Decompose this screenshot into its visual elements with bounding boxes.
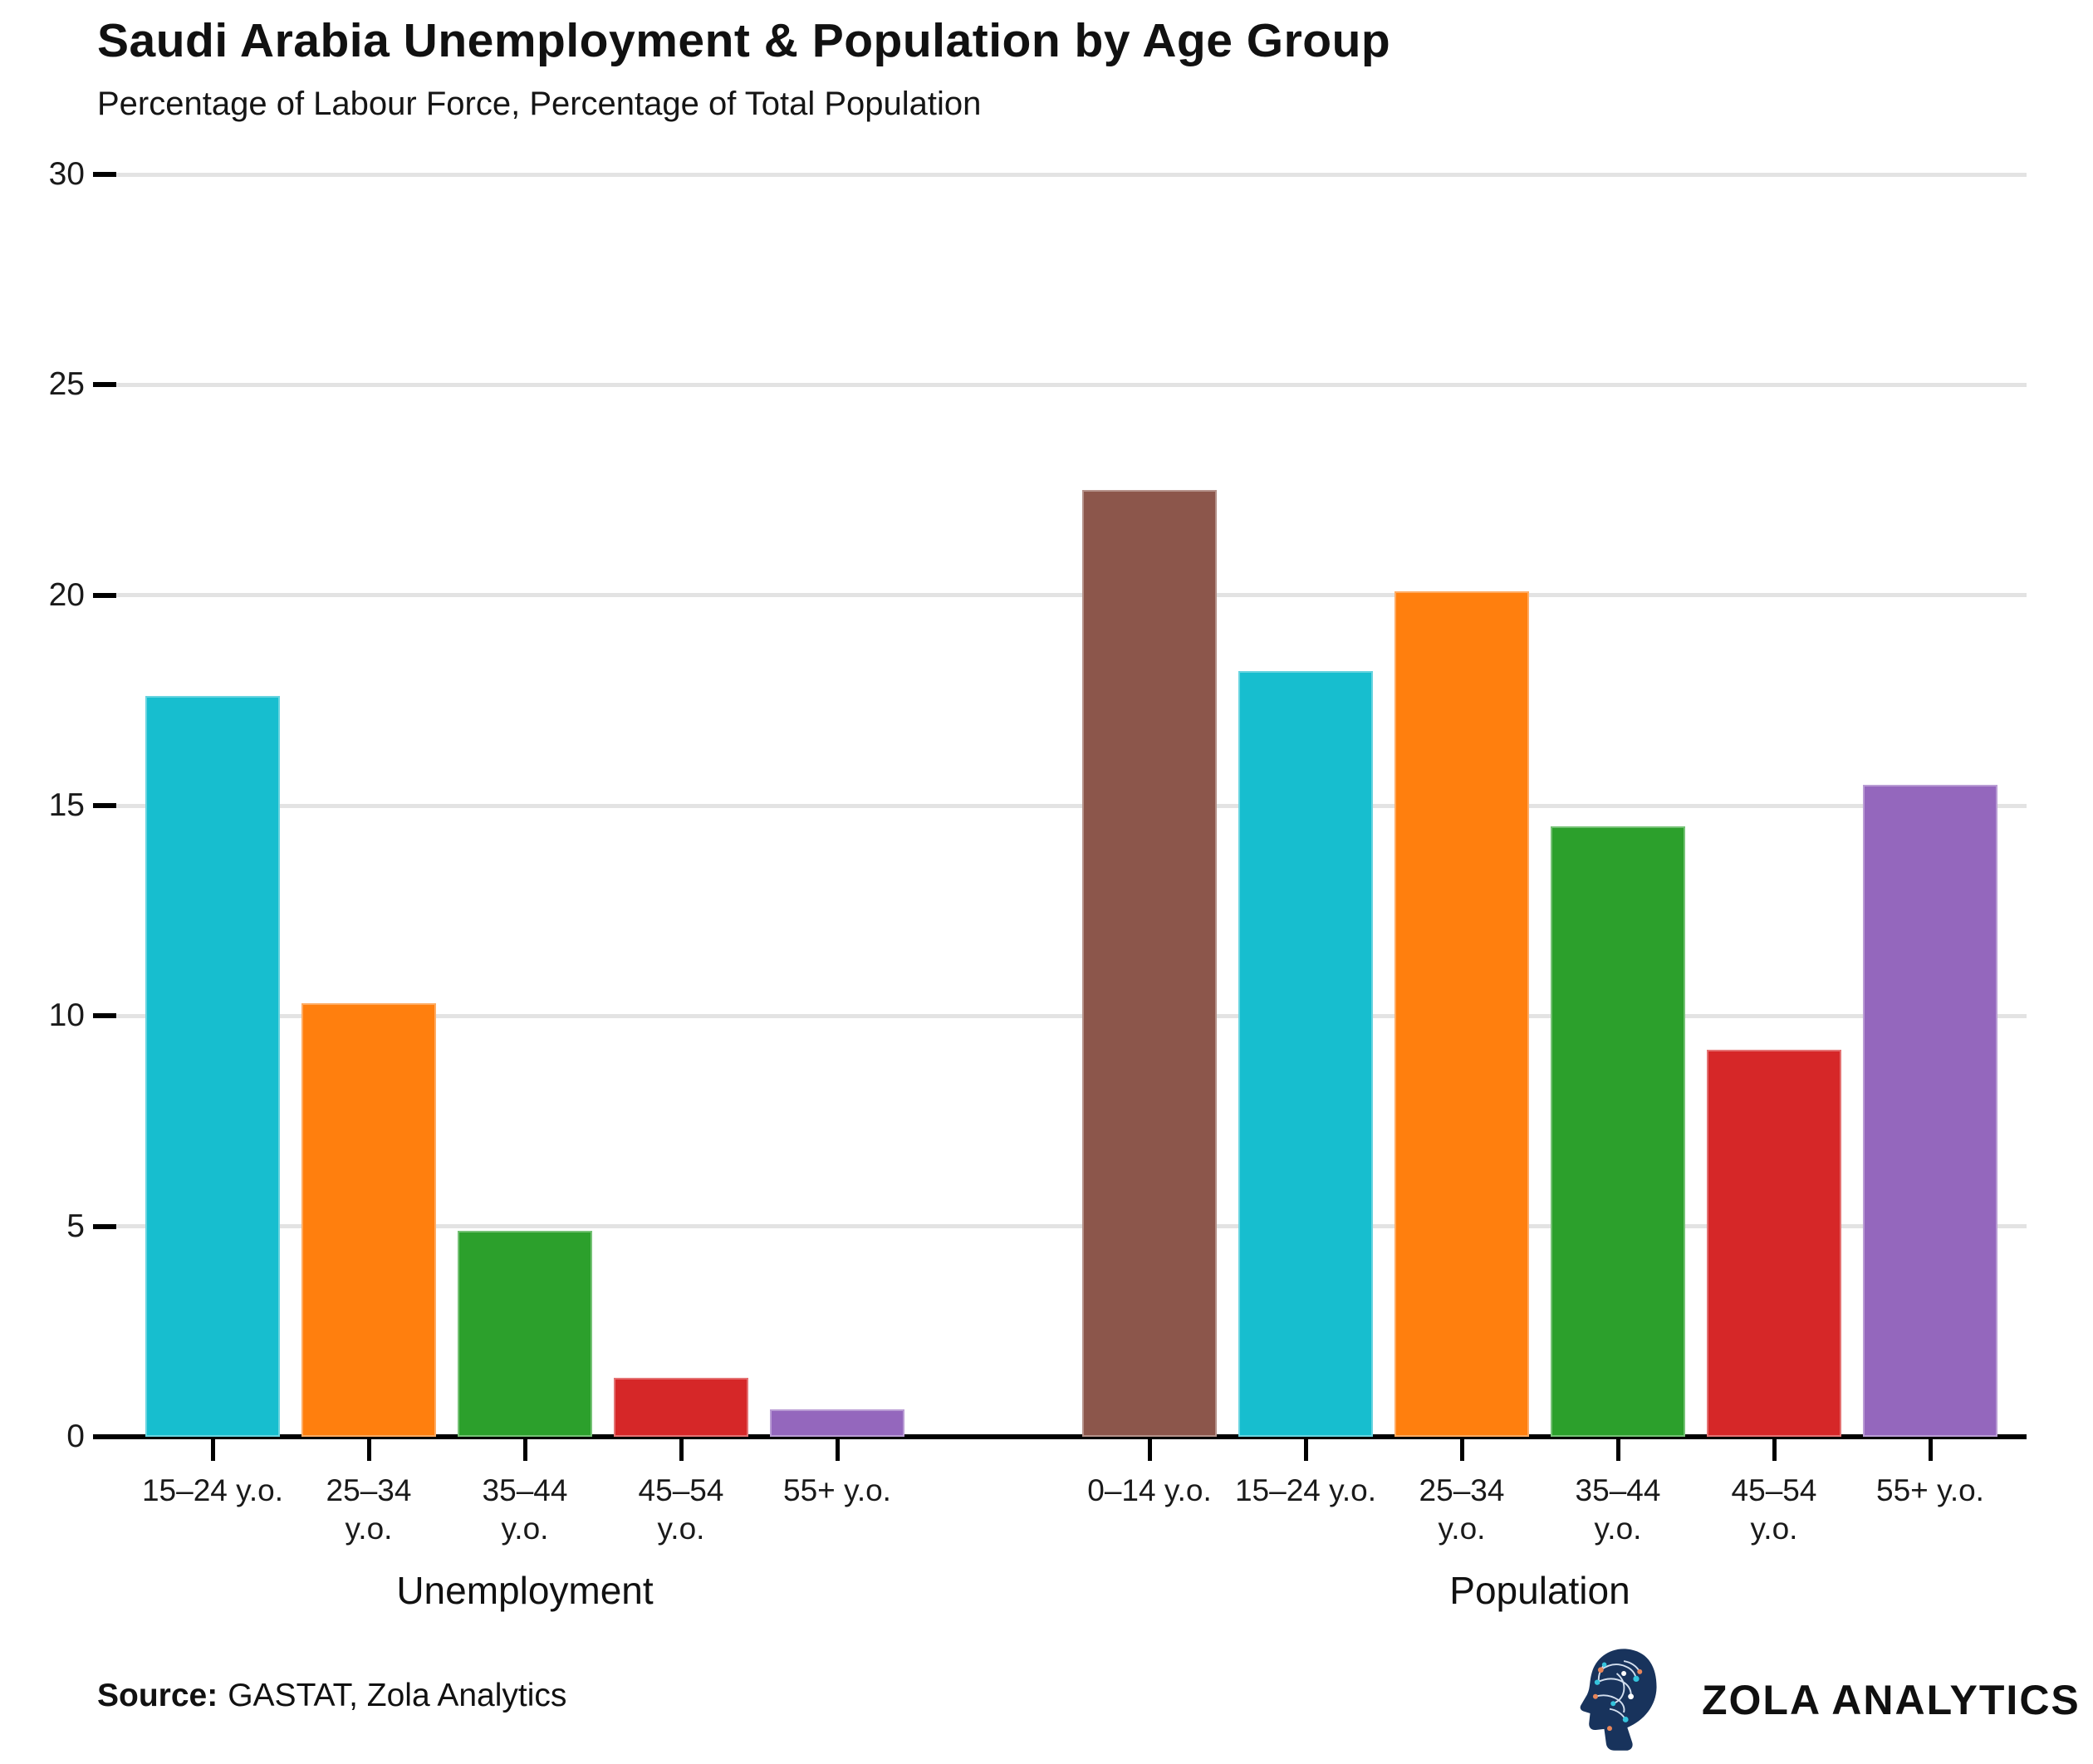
x-axis-tick-label-unemployment-15-24-y-o: 15–24 y.o.	[141, 1473, 284, 1507]
y-axis-tick-label-10: 10	[48, 997, 85, 1034]
x-axis-tick-label-unemployment-55+-y-o: 55+ y.o.	[783, 1473, 891, 1507]
y-axis-tick-5	[93, 1223, 116, 1229]
y-axis-tick-label-20: 20	[48, 576, 85, 613]
x-axis-tick-unemployment-25-34-y-o	[366, 1439, 371, 1461]
y-axis-tick-15	[93, 803, 116, 808]
gridline-25	[116, 382, 2027, 387]
circuit-head-logo-icon	[1580, 1649, 1657, 1751]
x-axis-tick-population-25-34-y-o	[1459, 1439, 1464, 1461]
gridline-30	[116, 172, 2027, 177]
x-axis-tick-label-population-35-44-y-o: 35–44 y.o.	[1575, 1473, 1661, 1546]
bar-population-25-34-y-o	[1395, 590, 1529, 1437]
y-axis-tick-30	[93, 172, 116, 177]
x-axis-tick-label-population-0-14-y-o: 0–14 y.o.	[1087, 1473, 1212, 1507]
gridline-5	[116, 1224, 2027, 1229]
bar-unemployment-15-24-y-o	[145, 696, 280, 1437]
bar-unemployment-45-54-y-o	[614, 1378, 748, 1437]
y-axis-tick-20	[93, 592, 116, 598]
bar-population-15-24-y-o	[1238, 670, 1373, 1437]
bar-unemployment-55+-y-o	[770, 1409, 904, 1437]
x-axis-tick-unemployment-55+-y-o	[835, 1439, 840, 1461]
gridline-15	[116, 803, 2027, 808]
x-axis-line	[96, 1434, 2027, 1439]
x-axis-tick-label-unemployment-35-44-y-o: 35–44 y.o.	[482, 1473, 568, 1546]
gridline-20	[116, 593, 2027, 598]
x-axis-tick-label-population-15-24-y-o: 15–24 y.o.	[1234, 1473, 1377, 1507]
gridline-10	[116, 1013, 2027, 1018]
source-text: GASTAT, Zola Analytics	[228, 1678, 567, 1713]
bar-population-45-54-y-o	[1707, 1049, 1841, 1437]
y-axis-tick-label-5: 5	[66, 1208, 85, 1244]
x-axis-tick-population-15-24-y-o	[1303, 1439, 1308, 1461]
group-label-unemployment: Unemployment	[396, 1569, 654, 1612]
x-axis-tick-population-35-44-y-o	[1615, 1439, 1620, 1461]
x-axis-tick-label-population-45-54-y-o: 45–54 y.o.	[1731, 1473, 1817, 1546]
x-axis-tick-unemployment-35-44-y-o	[522, 1439, 527, 1461]
source-label: Source:	[97, 1678, 218, 1713]
y-axis-tick-label-15: 15	[48, 787, 85, 823]
bar-population-35-44-y-o	[1551, 826, 1685, 1437]
x-axis-tick-population-0-14-y-o	[1147, 1439, 1152, 1461]
y-axis-tick-label-0: 0	[66, 1419, 85, 1454]
chart-subtitle: Percentage of Labour Force, Percentage o…	[97, 86, 982, 122]
y-axis-tick-label-25: 25	[48, 366, 85, 403]
bar-unemployment-35-44-y-o	[458, 1230, 592, 1437]
x-axis-tick-unemployment-15-24-y-o	[210, 1439, 215, 1461]
x-axis-tick-label-unemployment-45-54-y-o: 45–54 y.o.	[638, 1473, 724, 1546]
y-axis-tick-label-30: 30	[48, 156, 85, 192]
x-axis-tick-population-45-54-y-o	[1772, 1439, 1777, 1461]
x-axis-tick-label-unemployment-25-34-y-o: 25–34 y.o.	[326, 1473, 412, 1546]
bar-unemployment-25-34-y-o	[301, 1003, 436, 1437]
brand-name: ZOLA ANALYTICS	[1702, 1677, 2081, 1723]
x-axis-tick-label-population-55+-y-o: 55+ y.o.	[1876, 1473, 1984, 1507]
bar-population-0-14-y-o	[1082, 490, 1217, 1437]
y-axis-tick-25	[93, 382, 116, 388]
brand-logo: ZOLA ANALYTICS	[1572, 1646, 2079, 1754]
source-note: Source: GASTAT, Zola Analytics	[97, 1678, 566, 1714]
x-axis-tick-unemployment-45-54-y-o	[679, 1439, 684, 1461]
x-axis-tick-label-population-25-34-y-o: 25–34 y.o.	[1419, 1473, 1505, 1546]
bar-population-55+-y-o	[1863, 784, 1997, 1437]
y-axis-tick-10	[93, 1013, 116, 1019]
group-label-population: Population	[1449, 1569, 1630, 1612]
chart-title: Saudi Arabia Unemployment & Population b…	[97, 14, 1391, 67]
x-axis-tick-population-55+-y-o	[1928, 1439, 1933, 1461]
